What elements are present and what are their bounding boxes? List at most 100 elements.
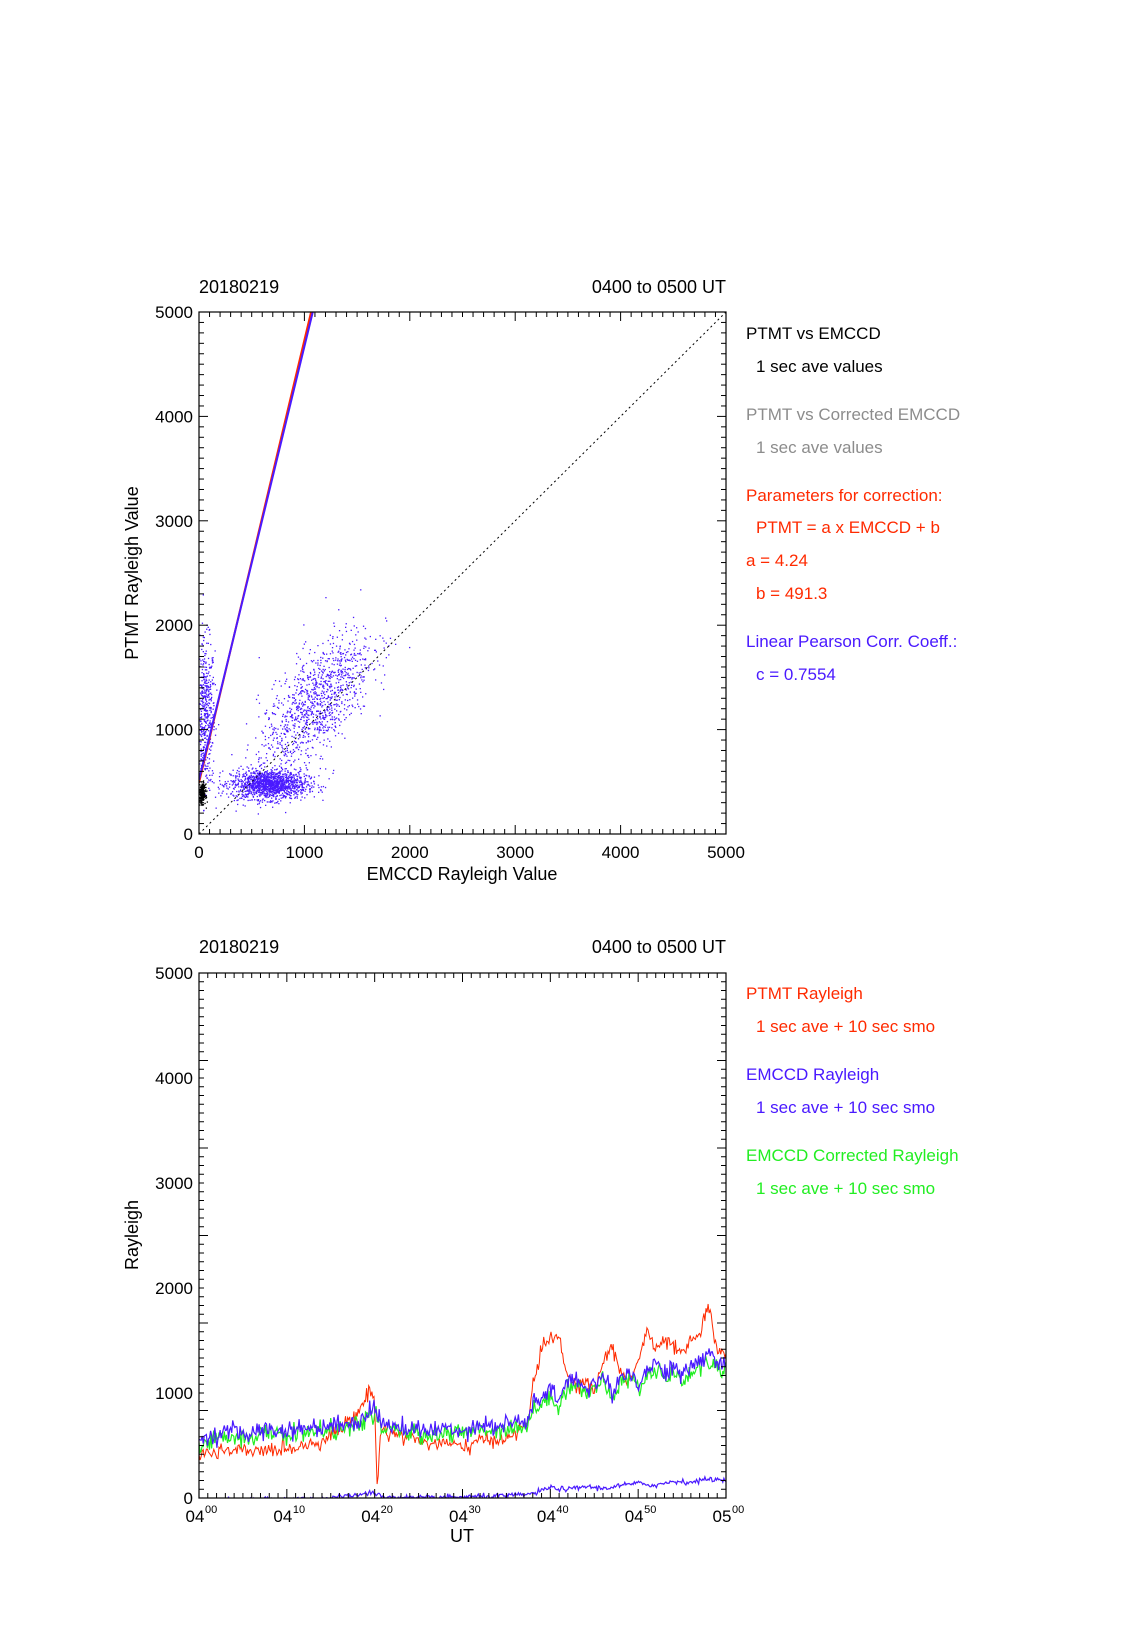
scatter-point (263, 775, 265, 777)
scatter-point (240, 786, 242, 788)
scatter-point (203, 706, 206, 708)
scatter-point (331, 707, 333, 709)
scatter-point (264, 771, 266, 773)
scatter-point (310, 710, 312, 712)
scatter-point (236, 784, 238, 786)
legend-text: PTMT Rayleigh (746, 984, 863, 1003)
scatter-time-range-label: 0400 to 0500 UT (592, 277, 726, 297)
scatter-point (238, 779, 240, 781)
scatter-point (268, 779, 271, 781)
scatter-point (258, 790, 260, 792)
scatter-point (252, 782, 254, 784)
scatter-point (251, 784, 253, 786)
scatter-point (283, 773, 285, 775)
x-tick-label: 05 (713, 1507, 732, 1526)
scatter-point (269, 786, 271, 788)
scatter-point (202, 752, 204, 754)
scatter-point (200, 693, 202, 695)
scatter-point (205, 699, 207, 701)
scatter-point (374, 668, 376, 670)
scatter-point (316, 721, 318, 723)
scatter-point (328, 677, 330, 679)
scatter-point (265, 787, 268, 790)
scatter-point (333, 659, 335, 662)
scatter-point (276, 768, 278, 770)
scatter-point (294, 797, 296, 799)
scatter-point (267, 743, 270, 745)
scatter-point (290, 792, 292, 794)
scatter-point (270, 784, 272, 786)
scatter-point (356, 671, 358, 674)
scatter-point (249, 789, 251, 791)
scatter-point (355, 692, 357, 694)
scatter-point (338, 609, 340, 611)
scatter-point (355, 688, 357, 690)
scatter-point (247, 785, 249, 787)
scatter-point (342, 694, 344, 696)
scatter-point (324, 726, 326, 728)
scatter-point (300, 799, 302, 801)
scatter-point (320, 712, 323, 715)
scatter-point (246, 793, 248, 796)
scatter-point (274, 787, 277, 789)
scatter-point (296, 652, 298, 655)
scatter-point (200, 720, 202, 722)
scatter-point (205, 685, 207, 687)
scatter-point (296, 709, 298, 711)
scatter-point (338, 705, 340, 707)
scatter-point (311, 705, 313, 707)
scatter-point (323, 685, 325, 687)
scatter-point (320, 723, 323, 725)
scatter-point (259, 781, 261, 784)
scatter-point (250, 785, 253, 787)
scatter-point (212, 676, 214, 679)
scatter-point (314, 721, 316, 724)
scatter-point (266, 795, 268, 797)
scatter-point (270, 785, 272, 787)
scatter-point (307, 727, 310, 729)
scatter-point (302, 668, 304, 671)
scatter-point (200, 710, 203, 712)
x-tick-label-minutes: 50 (644, 1504, 656, 1516)
scatter-point (199, 796, 201, 799)
scatter-point (205, 693, 208, 695)
scatter-point (338, 674, 340, 676)
scatter-point (205, 790, 207, 793)
scatter-point (265, 780, 267, 782)
scatter-point (203, 796, 205, 798)
x-tick-label: 04 (273, 1507, 292, 1526)
scatter-point (308, 694, 310, 696)
scatter-point (306, 693, 308, 695)
scatter-point (351, 660, 353, 662)
scatter-point (294, 702, 296, 705)
scatter-point (334, 725, 336, 727)
scatter-point (317, 722, 319, 724)
y-tick-label: 4000 (155, 1069, 193, 1088)
scatter-point (326, 684, 329, 686)
scatter-point (272, 779, 274, 781)
scatter-point (216, 689, 218, 691)
scatter-point (306, 724, 308, 726)
scatter-point (200, 684, 202, 686)
scatter-point (256, 778, 258, 780)
scatter-point (203, 732, 205, 734)
scatter-point (208, 779, 210, 781)
scatter-point (322, 685, 324, 687)
scatter-point (211, 696, 213, 699)
scatter-point (213, 682, 215, 684)
scatter-point (250, 787, 253, 789)
scatter-point (301, 667, 303, 669)
scatter-point (310, 660, 313, 662)
scatter-point (323, 653, 325, 655)
scatter-point (272, 789, 274, 791)
scatter-point (259, 792, 262, 794)
scatter-point (262, 786, 265, 788)
x-tick-label-minutes: 40 (556, 1504, 568, 1516)
scatter-point (256, 789, 258, 791)
scatter-point (360, 589, 362, 591)
scatter-point (317, 728, 319, 730)
scatter-point (296, 775, 298, 777)
scatter-point (201, 672, 203, 674)
scatter-point (362, 625, 365, 627)
scatter-point (345, 654, 347, 656)
